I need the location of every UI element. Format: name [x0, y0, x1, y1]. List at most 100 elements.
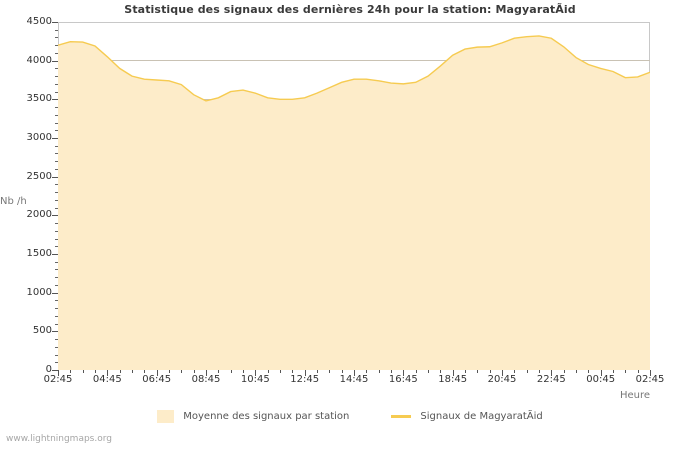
x-tick-mark	[206, 370, 207, 376]
y-tick-label: 4500	[26, 16, 52, 27]
y-minor-tick	[55, 246, 58, 248]
chart-plot	[58, 35, 650, 370]
x-tick-label: 22:45	[536, 374, 566, 385]
y-axis-label: Nb /h	[0, 196, 27, 207]
chart-legend: Moyenne des signaux par station Signaux …	[0, 410, 700, 423]
legend-label-station: Signaux de MagyaratÃid	[420, 411, 543, 422]
y-minor-tick	[55, 346, 58, 348]
x-minor-tick	[588, 370, 590, 373]
y-minor-tick	[55, 161, 58, 163]
x-tick-label: 02:45	[43, 374, 73, 385]
y-minor-tick	[55, 45, 58, 47]
x-tick-label: 04:45	[92, 374, 122, 385]
y-minor-tick	[55, 192, 58, 194]
y-minor-tick	[55, 168, 58, 170]
x-minor-tick	[95, 370, 96, 373]
y-minor-tick	[55, 261, 58, 263]
y-minor-tick	[55, 153, 58, 155]
x-tick-label: 12:45	[290, 374, 320, 385]
x-minor-tick	[132, 370, 133, 373]
x-tick-mark	[354, 370, 355, 376]
x-minor-tick	[366, 370, 368, 373]
y-minor-tick	[55, 223, 58, 225]
x-minor-tick	[329, 370, 331, 373]
x-minor-tick	[477, 370, 479, 373]
y-tick-label: 3500	[26, 93, 52, 105]
y-tick-label: 1000	[26, 286, 52, 298]
y-tick-mark	[52, 292, 58, 294]
x-minor-tick	[267, 370, 269, 373]
legend-item-average[interactable]: Moyenne des signaux par station	[157, 410, 349, 423]
y-tick-mark	[52, 331, 58, 333]
y-tick-label: 0	[45, 364, 52, 375]
x-tick-mark	[58, 370, 59, 376]
y-minor-tick	[55, 52, 58, 54]
chart-title: Statistique des signaux des dernières 24…	[124, 3, 576, 16]
y-minor-tick	[55, 354, 58, 356]
x-minor-tick	[119, 370, 121, 373]
y-minor-tick	[55, 37, 58, 39]
y-tick-mark	[52, 138, 58, 139]
x-tick-label: 18:45	[438, 374, 468, 385]
x-minor-tick	[280, 370, 281, 373]
y-minor-tick	[55, 91, 58, 93]
x-minor-tick	[613, 370, 614, 373]
x-tick-mark	[551, 370, 553, 376]
y-tick-label: 2500	[26, 170, 52, 182]
x-minor-tick	[526, 370, 528, 373]
x-tick-mark	[255, 370, 257, 376]
y-minor-tick	[55, 122, 58, 124]
x-tick-label: 20:45	[487, 374, 517, 385]
x-minor-tick	[218, 370, 220, 373]
x-minor-tick	[82, 370, 84, 373]
x-tick-label: 10:45	[240, 374, 270, 385]
y-minor-tick	[55, 323, 58, 325]
y-tick-label: 4000	[26, 54, 52, 66]
x-tick-mark	[650, 370, 651, 376]
x-minor-tick	[489, 370, 491, 373]
legend-label-average: Moyenne des signaux par station	[183, 411, 350, 422]
x-minor-tick	[243, 370, 244, 373]
x-minor-tick	[169, 370, 170, 373]
x-minor-tick	[378, 370, 380, 373]
y-tick-label: 2000	[26, 209, 52, 221]
y-minor-tick	[55, 184, 58, 186]
y-minor-tick	[55, 362, 58, 364]
x-tick-mark	[107, 370, 109, 376]
y-minor-tick	[55, 315, 58, 317]
y-minor-tick	[55, 68, 58, 70]
x-minor-tick	[391, 370, 392, 373]
x-minor-tick	[428, 370, 429, 373]
x-tick-label: 06:45	[142, 374, 172, 385]
x-tick-label: 00:45	[586, 374, 616, 385]
x-tick-mark	[403, 370, 405, 376]
y-minor-tick	[55, 230, 58, 232]
x-minor-tick	[539, 370, 540, 373]
x-minor-tick	[144, 370, 146, 373]
y-tick-mark	[52, 254, 58, 255]
x-minor-tick	[625, 370, 627, 373]
y-tick-label: 1500	[26, 248, 52, 259]
x-tick-mark	[600, 370, 602, 376]
x-minor-tick	[230, 370, 232, 373]
y-minor-tick	[55, 284, 58, 286]
x-tick-mark	[156, 370, 158, 376]
x-minor-tick	[637, 370, 639, 373]
y-minor-tick	[55, 145, 58, 147]
x-tick-mark	[502, 370, 503, 376]
y-tick-mark	[52, 215, 58, 217]
legend-item-station[interactable]: Signaux de MagyaratÃid	[391, 411, 543, 422]
y-minor-tick	[55, 76, 58, 78]
x-minor-tick	[181, 370, 183, 373]
y-minor-tick	[55, 277, 58, 279]
x-minor-tick	[193, 370, 195, 373]
x-tick-label: 08:45	[191, 374, 221, 385]
x-minor-tick	[576, 370, 577, 373]
x-minor-tick	[563, 370, 565, 373]
x-minor-tick	[440, 370, 442, 373]
y-minor-tick	[55, 29, 58, 31]
y-minor-tick	[55, 339, 58, 341]
y-minor-tick	[55, 107, 58, 109]
y-tick-mark	[52, 22, 58, 23]
